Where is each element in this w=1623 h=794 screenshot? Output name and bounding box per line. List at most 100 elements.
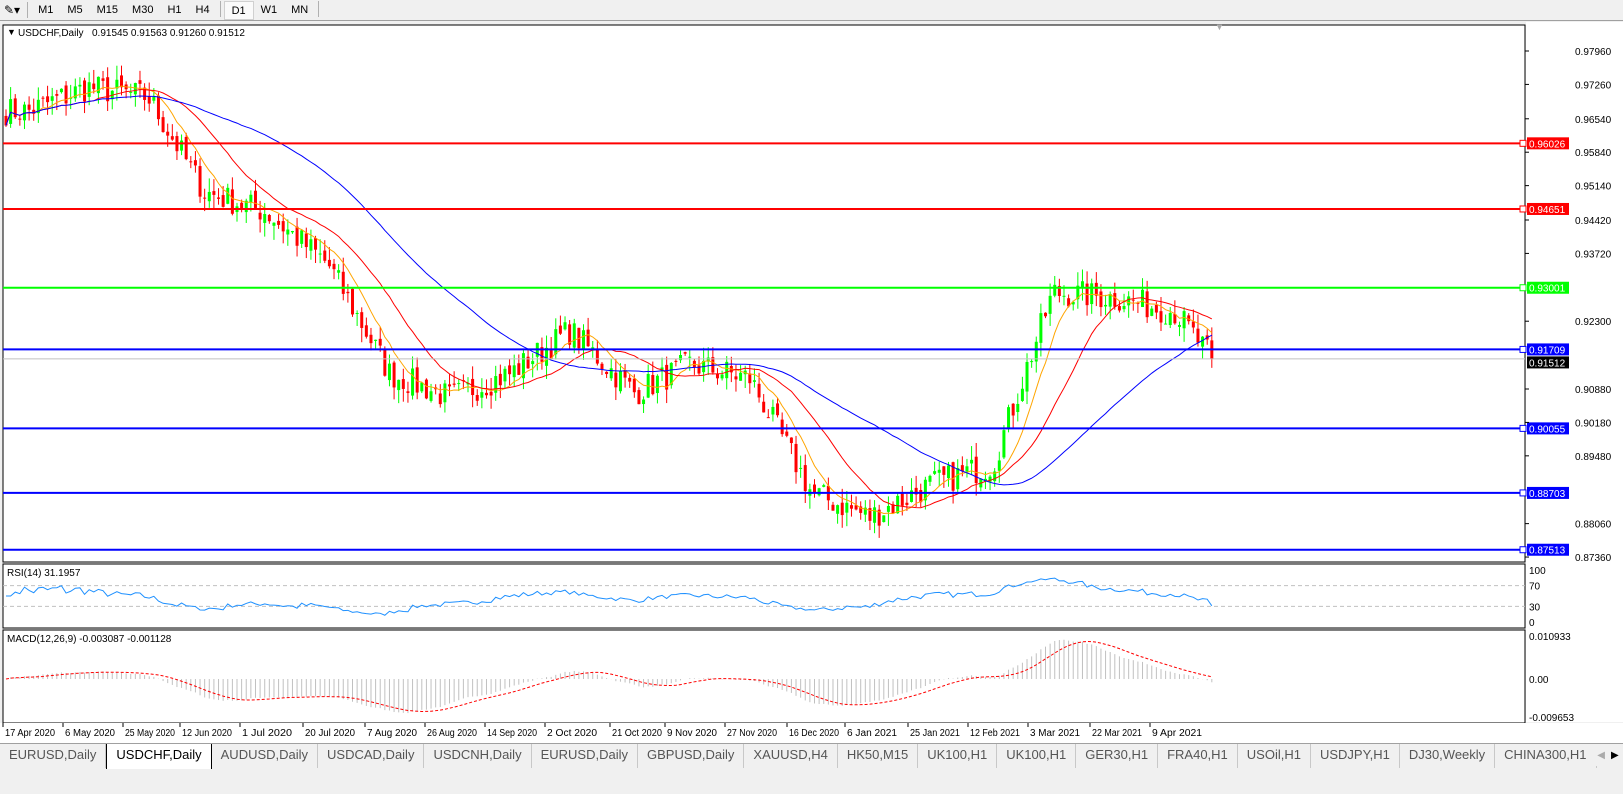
candle-body (253, 190, 257, 208)
chart-tab[interactable]: USDCAD,Daily (318, 744, 425, 768)
chart-tab[interactable]: GBPUSD,Daily (638, 744, 745, 768)
candle (156, 92, 160, 126)
candle (1011, 403, 1015, 429)
drawing-tools-icon[interactable]: ✎▾ (4, 3, 21, 17)
candle-body (27, 104, 31, 110)
candle (1122, 293, 1126, 313)
symbol-label: USDCHF,Daily (18, 28, 84, 39)
candle-body (46, 96, 50, 103)
scroll-right-icon[interactable]: ▶ (1611, 749, 1619, 761)
candle-body (928, 475, 932, 482)
candle-body (896, 495, 900, 514)
candle (240, 199, 244, 213)
chart-tab[interactable]: CHINA300,H1 (1495, 744, 1597, 768)
candle (87, 72, 91, 106)
candle-body (1117, 306, 1121, 311)
candle (387, 354, 391, 387)
chart-tab[interactable]: EURUSD,Daily (532, 744, 638, 768)
chart-tab[interactable]: USDJPY,H1 (1311, 744, 1400, 768)
candle-body (946, 465, 950, 479)
chart-tab[interactable]: USDCNH,Daily (424, 744, 532, 768)
candle-body (193, 160, 197, 166)
candle-body (914, 487, 918, 495)
timeframe-h4[interactable]: H4 (195, 3, 210, 16)
timeframe-h1[interactable]: H1 (167, 3, 182, 16)
candle-body (443, 383, 447, 403)
timeframe-m15[interactable]: M15 (96, 3, 119, 16)
level-price-label-bg (1527, 202, 1569, 215)
candle-body (1173, 313, 1177, 324)
chart-tab[interactable]: UK100,H1 (997, 744, 1077, 768)
candle (120, 65, 123, 96)
timeframe-w1[interactable]: W1 (260, 3, 278, 16)
rsi-panel (2, 563, 1526, 629)
timeframe-d1[interactable]: D1 (223, 0, 254, 20)
candle (572, 318, 576, 354)
scroll-left-icon[interactable]: ◀ (1597, 749, 1605, 761)
chart-tab[interactable]: GER30,H1 (1076, 744, 1159, 768)
toolbar-separator (318, 0, 320, 17)
timeframe-m1[interactable]: M1 (38, 3, 54, 16)
price-tick-label: 0.92300 (1575, 317, 1612, 328)
candle-body (554, 329, 558, 355)
chart-tab[interactable]: USDCHF,Daily (106, 744, 212, 769)
candle (771, 399, 775, 422)
candle (1090, 278, 1094, 314)
chart-tab[interactable]: HK50,M15 (838, 744, 919, 768)
price-tick-label: 0.88060 (1575, 520, 1612, 531)
candle (665, 356, 669, 404)
chart-tab[interactable]: UK100,H1 (918, 744, 998, 768)
ohlc-values: 0.91545 0.91563 0.91260 0.91512 (92, 28, 245, 39)
candle-body (614, 372, 618, 388)
candle-body (891, 504, 895, 514)
candle-body (92, 83, 96, 90)
candle (831, 501, 835, 511)
chart-tab[interactable]: AUDUSD,Daily (212, 744, 319, 768)
chart-window[interactable]: 0.96026 0.94651 0.93001 0.91709 0.91512 0.900… (0, 21, 1623, 743)
candle (896, 492, 900, 514)
level-price-label: 0.94651 (1529, 205, 1566, 216)
chart-tab[interactable]: XAUUSD,H4 (744, 744, 838, 768)
chart-tab[interactable]: USOil,H1 (1238, 744, 1311, 768)
candle-body (1187, 315, 1191, 322)
candle (1080, 269, 1084, 301)
chart-tab[interactable]: EURUSD,Daily (0, 744, 107, 768)
candle (600, 362, 604, 376)
candle-body (720, 374, 724, 379)
candle-body (161, 117, 165, 133)
candle (383, 346, 387, 377)
macd-histogram (10, 639, 1213, 714)
candle (73, 78, 77, 102)
candle (267, 213, 271, 224)
chart-tab[interactable]: DJ30,Weekly (1400, 744, 1496, 768)
timeframe-m5[interactable]: M5 (67, 3, 83, 16)
chart-tab[interactable]: FRA40,H1 (1158, 744, 1238, 768)
candle-body (1034, 341, 1038, 362)
candle (937, 461, 941, 487)
candle-body (683, 352, 687, 354)
candle (946, 461, 950, 487)
candle-body (378, 338, 382, 346)
candles (4, 65, 1214, 538)
candle-body (41, 97, 45, 99)
candle-body (429, 391, 433, 401)
candle (854, 496, 858, 511)
candle (928, 474, 932, 486)
candle-body (1062, 295, 1066, 297)
candle (605, 371, 609, 379)
tab-scroll[interactable]: ◀ ▶ (1593, 744, 1623, 766)
candle (332, 258, 336, 280)
candle-body (55, 94, 59, 96)
candle (845, 491, 849, 527)
candle (752, 368, 756, 388)
candle (364, 317, 368, 339)
timeframe-m30[interactable]: M30 (132, 3, 154, 16)
candle-body (1122, 306, 1126, 310)
candle (494, 365, 498, 401)
timeframe-mn[interactable]: MN (291, 3, 309, 16)
candle-body (799, 467, 803, 469)
price-tick-label: 0.90180 (1575, 418, 1612, 429)
candle (374, 339, 378, 349)
candle (101, 70, 105, 90)
candle (286, 219, 290, 246)
